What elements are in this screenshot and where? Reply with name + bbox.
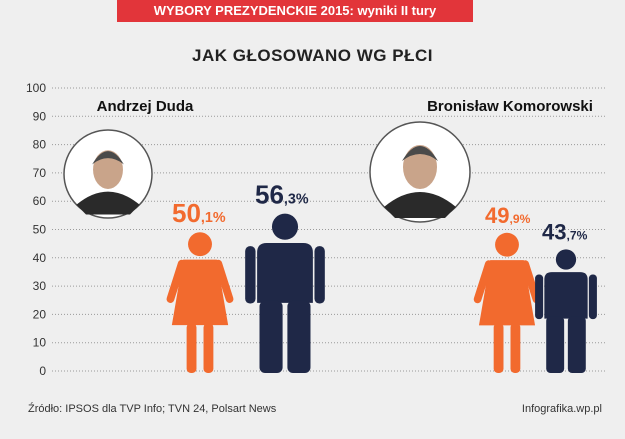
woman-arm bbox=[521, 260, 541, 304]
portrait-suit bbox=[384, 192, 456, 218]
woman-arm bbox=[214, 259, 234, 303]
man-head bbox=[555, 249, 577, 270]
woman-bar bbox=[473, 232, 541, 373]
percent-label: 43,7% bbox=[542, 219, 588, 244]
percent-label: 50,1% bbox=[172, 198, 226, 228]
candidate-portrait-icon bbox=[369, 121, 471, 223]
woman-leg bbox=[493, 323, 504, 373]
woman-dress bbox=[171, 259, 229, 326]
y-tick-label: 60 bbox=[33, 194, 47, 208]
y-tick-label: 20 bbox=[33, 307, 47, 321]
percent-label: 56,3% bbox=[255, 180, 309, 210]
portrait-face bbox=[403, 145, 437, 189]
man-head bbox=[271, 213, 299, 240]
percent-label: 49,9% bbox=[485, 203, 531, 228]
credit-note: Infografika.wp.pl bbox=[521, 403, 602, 415]
woman-dress bbox=[478, 260, 536, 326]
woman-head bbox=[495, 232, 519, 257]
man-arm bbox=[314, 246, 325, 304]
y-tick-label: 100 bbox=[26, 81, 46, 95]
woman-leg bbox=[510, 323, 521, 373]
y-tick-label: 50 bbox=[33, 223, 47, 237]
y-tick-label: 30 bbox=[33, 279, 47, 293]
man-torso bbox=[544, 272, 588, 319]
y-tick-label: 40 bbox=[33, 251, 47, 265]
man-bar bbox=[535, 249, 597, 373]
y-tick-label: 10 bbox=[33, 336, 47, 350]
chart-title: JAK GŁOSOWANO WG PŁCI bbox=[192, 46, 433, 65]
man-torso bbox=[257, 242, 313, 303]
source-note: Źródło: IPSOS dla TVP Info; TVN 24, Pols… bbox=[28, 403, 277, 415]
man-arm bbox=[245, 246, 256, 304]
man-arm bbox=[588, 274, 597, 320]
man-arm bbox=[535, 274, 544, 320]
portrait-suit bbox=[76, 191, 140, 215]
woman-arm bbox=[473, 260, 493, 304]
y-tick-label: 70 bbox=[33, 166, 47, 180]
man-leg bbox=[567, 316, 586, 373]
woman-leg bbox=[203, 323, 214, 373]
woman-head bbox=[188, 232, 212, 257]
candidate-name: Bronisław Komorowski bbox=[427, 98, 593, 115]
candidate-portrait-icon bbox=[63, 129, 153, 219]
portrait-face bbox=[93, 150, 123, 189]
banner: WYBORY PREZYDENCKIE 2015: wyniki II tury bbox=[117, 0, 473, 22]
portrait-hair bbox=[402, 146, 438, 161]
man-leg bbox=[546, 316, 565, 373]
man-leg bbox=[259, 300, 283, 373]
woman-arm bbox=[166, 259, 186, 303]
portrait-hair bbox=[92, 151, 124, 165]
man-bar bbox=[245, 213, 325, 373]
y-tick-label: 90 bbox=[33, 109, 47, 123]
woman-bar bbox=[166, 232, 234, 373]
candidate-name: Andrzej Duda bbox=[97, 98, 194, 115]
woman-leg bbox=[186, 323, 197, 373]
y-tick-label: 80 bbox=[33, 138, 47, 152]
man-leg bbox=[287, 300, 311, 373]
y-tick-label: 0 bbox=[39, 364, 46, 378]
